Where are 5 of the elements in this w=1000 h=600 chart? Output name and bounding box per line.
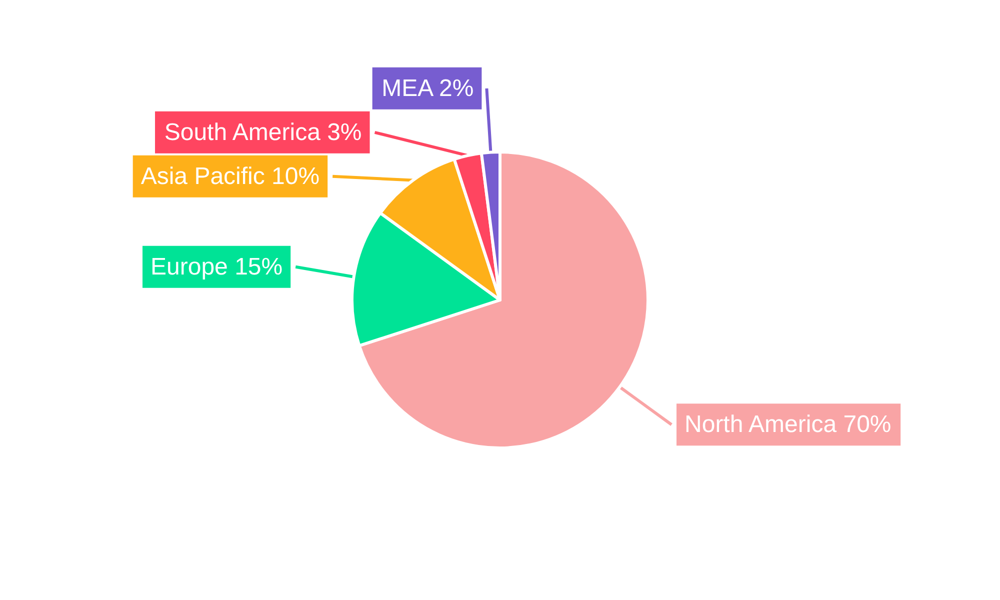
slice-label: MEA 2% [382,74,474,102]
slice-label: Asia Pacific 10% [140,162,320,190]
slice-label: Europe 15% [150,253,283,280]
slice-label: North America 70% [684,411,892,438]
slice-label: South America 3% [164,118,362,146]
